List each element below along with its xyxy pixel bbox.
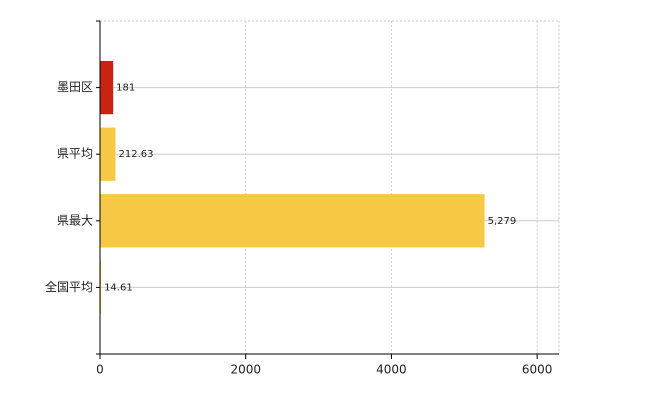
x-tick-label: 2000 (230, 363, 261, 377)
y-tick-label: 県最大 (57, 213, 93, 227)
value-label: 181 (116, 83, 135, 94)
y-tick-label: 県平均 (57, 147, 93, 161)
y-tick-label: 墨田区 (57, 80, 93, 94)
x-tick-label: 0 (96, 363, 104, 377)
bar (100, 60, 114, 115)
y-tick-label: 全国平均 (45, 279, 93, 294)
value-label: 14.61 (104, 282, 133, 293)
value-label: 5,279 (488, 216, 517, 227)
bar (100, 260, 102, 315)
value-label: 212.63 (118, 149, 153, 160)
bar (100, 194, 485, 248)
x-tick-label: 6000 (522, 363, 553, 377)
bar (100, 127, 116, 181)
x-tick-label: 4000 (376, 363, 407, 377)
